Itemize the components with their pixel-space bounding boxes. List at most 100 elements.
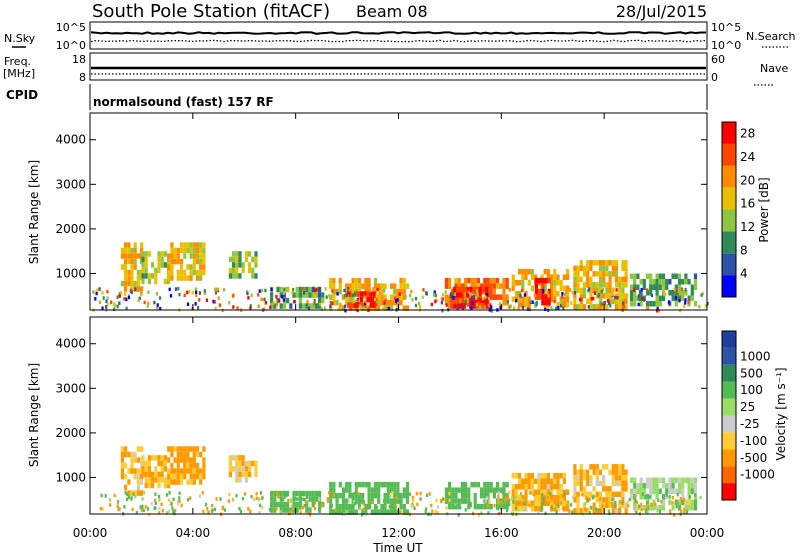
velocity-speckle — [540, 505, 543, 510]
velocity-cell — [576, 491, 580, 498]
velocity-cell — [605, 497, 609, 503]
velocity-cell — [518, 478, 522, 484]
power-speckle — [500, 305, 504, 309]
power-speckle — [461, 306, 464, 310]
power-speckle — [337, 307, 340, 311]
velocity-speckle — [318, 497, 321, 501]
velocity-speckle — [328, 491, 331, 495]
velocity-speckle — [519, 491, 522, 496]
velocity-speckle — [590, 506, 593, 510]
velocity-speckle — [158, 511, 161, 515]
velocity-cell — [618, 464, 622, 470]
power-cell — [586, 265, 590, 272]
power-cell — [661, 279, 666, 285]
power-speckle — [622, 301, 625, 306]
power-cell — [189, 242, 193, 248]
power-cell — [668, 279, 672, 285]
velocity-speckle — [649, 495, 652, 499]
velocity-speckle — [294, 496, 297, 501]
power-cell — [611, 260, 615, 266]
velocity-speckle — [640, 507, 643, 512]
velocity-cell — [496, 481, 500, 488]
power-speckle — [118, 294, 121, 298]
velocity-speckle — [551, 505, 554, 509]
velocity-cell — [614, 464, 619, 470]
velocity-speckle — [362, 507, 365, 512]
velocity-cell — [671, 505, 675, 511]
power-cell — [592, 282, 596, 288]
velocity-cell — [270, 490, 274, 497]
power-speckle — [333, 301, 336, 306]
power-cell — [511, 285, 515, 291]
power-cell — [582, 265, 587, 272]
power-cell — [598, 276, 603, 283]
power-speckle — [430, 302, 433, 307]
velocity-cell — [543, 484, 547, 490]
power-cell — [348, 283, 352, 289]
power-speckle — [550, 305, 553, 310]
velocity-cell — [521, 500, 525, 506]
power-cell — [527, 302, 531, 308]
noise-right-tick-low: 10^0 — [711, 39, 741, 52]
velocity-cell — [195, 468, 200, 474]
power-cell — [589, 260, 593, 266]
power-cell — [693, 284, 698, 290]
power-cell — [586, 271, 590, 277]
velocity-speckle — [585, 508, 588, 512]
velocity-cell — [377, 481, 381, 488]
velocity-cell — [639, 505, 643, 511]
velocity-cell — [354, 509, 358, 515]
velocity-speckle — [279, 510, 282, 514]
power-cell — [534, 283, 538, 289]
velocity-cell — [282, 501, 286, 508]
power-cell — [614, 260, 619, 266]
power-cell — [559, 285, 563, 291]
velocity-speckle — [334, 508, 337, 512]
velocity-cell — [147, 482, 151, 489]
velocity-cell — [338, 503, 342, 510]
velocity-cell — [176, 468, 180, 474]
velocity-speckle — [332, 493, 335, 497]
velocity-cell — [598, 469, 603, 476]
power-cell — [366, 291, 370, 297]
velocity-speckle — [342, 506, 345, 511]
time-tick-label: 20:00 — [587, 526, 622, 540]
power-speckle — [450, 299, 453, 303]
velocity-cell — [655, 505, 659, 511]
velocity-cell — [573, 480, 577, 487]
power-cell — [502, 288, 506, 295]
power-speckle — [528, 307, 531, 312]
velocity-speckle — [459, 505, 462, 510]
velocity-cell — [136, 457, 140, 463]
velocity-cell — [173, 473, 177, 480]
velocity-speckle — [525, 492, 528, 496]
velocity-cell — [467, 503, 471, 510]
power-speckle — [354, 292, 357, 297]
velocity-cell — [546, 484, 550, 490]
velocity-speckle — [239, 509, 243, 514]
power-cell — [485, 286, 489, 293]
velocity-cell — [671, 477, 675, 483]
power-cell — [133, 258, 137, 265]
velocity-colorbar-segment — [722, 398, 736, 416]
velocity-speckle — [330, 503, 334, 508]
velocity-speckle — [101, 507, 104, 511]
power-cell — [655, 301, 659, 307]
velocity-cell — [489, 487, 493, 493]
velocity-cell — [160, 460, 164, 467]
velocity-cell — [602, 486, 606, 492]
power-cell — [524, 274, 528, 280]
velocity-cell — [176, 451, 180, 458]
power-cell — [276, 286, 280, 293]
velocity-speckle — [211, 503, 214, 508]
velocity-cell — [614, 508, 619, 514]
velocity-cell — [273, 490, 277, 497]
velocity-cell — [248, 466, 252, 472]
velocity-speckle — [142, 490, 145, 495]
power-cell — [655, 284, 659, 290]
power-colorbar-segment — [722, 187, 736, 210]
velocity-cell — [279, 490, 283, 497]
velocity-speckle — [150, 501, 153, 506]
power-cell — [562, 296, 566, 302]
